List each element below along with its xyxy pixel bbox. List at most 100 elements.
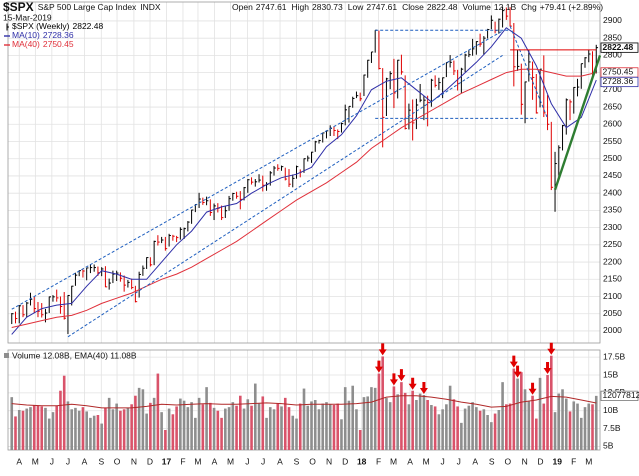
volume-bar <box>205 387 208 450</box>
volume-bar <box>21 410 25 450</box>
value-box-label: 2728.36 <box>603 76 634 86</box>
volume-bar <box>224 408 227 450</box>
stat-label: Low <box>348 2 364 12</box>
value-box-label: 2822.48 <box>603 42 634 52</box>
volume-bar <box>66 401 70 450</box>
volume-bar <box>594 395 598 450</box>
volume-bar <box>385 397 388 450</box>
volume-bar <box>381 356 384 450</box>
volume-bar <box>430 405 433 450</box>
volume-bar <box>280 406 283 450</box>
x-tick-label: S <box>98 456 104 466</box>
stat-value: 2830.73 <box>312 2 343 12</box>
volume-bar <box>478 410 482 450</box>
volume-bar <box>317 409 321 450</box>
trendline <box>67 54 503 338</box>
volume-bar <box>396 394 399 450</box>
volume-bar <box>531 395 534 450</box>
y-tick-label: 2100 <box>603 291 622 301</box>
volume-bar <box>493 413 497 450</box>
volume-bar <box>115 403 118 450</box>
stat-value: 2747.61 <box>366 2 397 12</box>
volume-bar <box>549 355 553 450</box>
volume-bar <box>250 405 253 450</box>
volume-arrow <box>389 373 398 386</box>
volume-bar <box>145 413 148 450</box>
volume-bar <box>220 417 223 450</box>
volume-bar <box>523 389 527 450</box>
legend-name: MA(10) <box>12 30 40 40</box>
volume-bar <box>134 395 137 450</box>
volume-bar <box>343 387 347 450</box>
volume-bar <box>10 397 14 450</box>
stat-value: 2822.48 <box>427 2 458 12</box>
volume-bar <box>141 389 145 450</box>
x-tick-label: S <box>294 456 300 466</box>
volume-bar <box>81 407 85 450</box>
y-tick-label: 2450 <box>603 170 622 180</box>
volume-bar <box>400 382 403 450</box>
volume-bar <box>242 408 246 450</box>
volume-bar <box>235 405 238 450</box>
stat-label: Close <box>402 2 424 12</box>
x-tick-label: A <box>82 456 88 466</box>
volume-bar <box>546 375 549 450</box>
volume-arrow <box>397 369 406 382</box>
volume-bar <box>160 412 163 450</box>
legend-name: MA(40) <box>12 39 40 49</box>
x-tick-label: M <box>227 456 234 466</box>
volume-bar <box>347 400 351 450</box>
volume-bar <box>295 418 298 450</box>
price-frame <box>7 1 601 344</box>
legend-value: 2750.45 <box>43 39 74 49</box>
volume-bar <box>486 415 489 450</box>
volume-arrow <box>408 377 417 390</box>
x-tick-label: J <box>66 456 70 466</box>
volume-bar <box>85 411 88 450</box>
volume-bar <box>351 385 355 450</box>
volume-bar <box>355 409 358 450</box>
x-tick-label: O <box>114 456 121 466</box>
volume-bar <box>501 382 504 450</box>
x-tick-label: 19 <box>553 456 563 466</box>
volume-bar <box>126 407 130 450</box>
volume-bar <box>44 407 47 450</box>
x-tick-label: M <box>194 456 201 466</box>
volume-bar <box>298 403 302 450</box>
stat-value: +79.41 (+2.89%) <box>540 2 603 12</box>
x-tick-label: D <box>537 456 543 466</box>
x-tick-label: M <box>32 456 39 466</box>
volume-bar <box>392 386 396 450</box>
volume-bar <box>512 368 516 450</box>
volume-bar <box>227 407 231 450</box>
volume-bar <box>92 415 96 450</box>
volume-bar <box>302 388 306 450</box>
volume-bar <box>445 404 448 450</box>
volume-bar <box>325 402 328 450</box>
volume-bar <box>557 393 561 450</box>
volume-bar <box>77 410 81 450</box>
x-tick-label: A <box>16 456 22 466</box>
volume-bar <box>62 375 66 450</box>
volume-bar <box>340 419 343 450</box>
y-tick-label: 10B <box>603 405 618 415</box>
volume-bar <box>418 393 422 450</box>
volume-bar <box>276 403 280 450</box>
y-tick-label: 15B <box>603 369 618 379</box>
volume-bar <box>216 410 220 450</box>
volume-bar <box>122 409 126 450</box>
volume-bar <box>246 399 250 450</box>
volume-bar <box>467 405 471 450</box>
volume-arrow <box>547 342 556 355</box>
x-tick-label: M <box>390 456 397 466</box>
y-tick-label: 2050 <box>603 308 622 318</box>
value-box <box>600 390 639 401</box>
volume-bar <box>373 387 377 450</box>
volume-bar <box>475 407 478 450</box>
y-tick-label: 2300 <box>603 222 622 232</box>
y-tick-label: 2550 <box>603 136 622 146</box>
volume-bar <box>212 407 216 450</box>
x-tick-label: J <box>457 456 461 466</box>
